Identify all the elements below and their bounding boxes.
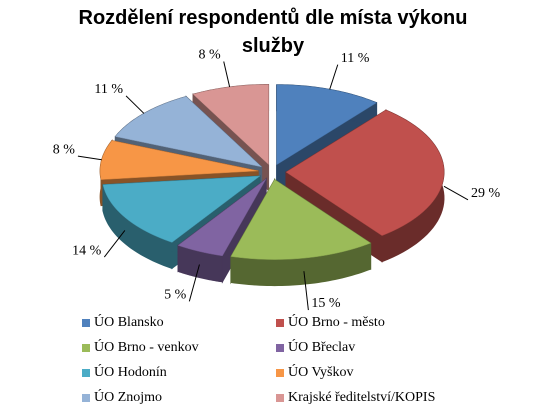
data-label: 8 % xyxy=(53,142,76,157)
data-label: 29 % xyxy=(471,186,501,201)
slice xyxy=(114,96,263,168)
leader-line xyxy=(303,271,309,311)
legend-swatch xyxy=(82,344,90,352)
legend-swatch xyxy=(82,319,90,327)
legend-label: ÚO Brno - venkov xyxy=(94,338,199,355)
legend-swatch xyxy=(276,394,284,402)
legend-swatch xyxy=(82,394,90,402)
legend-label: ÚO Brno - město xyxy=(288,313,385,330)
legend-swatch xyxy=(276,319,284,327)
data-label: 5 % xyxy=(164,288,187,303)
legend-label: ÚO Břeclav xyxy=(288,338,355,355)
legend-label: ÚO Znojmo xyxy=(94,388,162,405)
data-label: 8 % xyxy=(199,48,222,63)
slice xyxy=(102,175,261,243)
legend-label: Krajské ředitelství/KOPIS xyxy=(288,390,435,405)
legend-label: ÚO Hodonín xyxy=(94,363,167,380)
leader-line xyxy=(188,264,200,302)
slice xyxy=(177,178,267,257)
legend-swatch xyxy=(276,369,284,377)
leader-line xyxy=(125,95,145,114)
slice xyxy=(230,177,372,287)
data-label: 14 % xyxy=(72,243,102,258)
slice xyxy=(177,177,267,284)
legend-label: ÚO Vyškov xyxy=(288,363,353,380)
legend-swatch xyxy=(82,369,90,377)
data-label: 11 % xyxy=(341,51,370,66)
data-label: 15 % xyxy=(311,296,341,311)
leader-line xyxy=(329,64,339,90)
slice xyxy=(285,109,445,236)
leader-line xyxy=(223,61,231,88)
leader-line xyxy=(443,185,469,201)
legend-label: ÚO Blansko xyxy=(94,313,164,330)
chart-title: Rozdělení respondentů dle místa výkonu s… xyxy=(78,7,468,57)
data-label: 11 % xyxy=(94,82,123,97)
leader-line xyxy=(103,230,126,258)
slice xyxy=(230,179,372,260)
leader-line xyxy=(77,155,102,161)
legend-swatch xyxy=(276,344,284,352)
slice xyxy=(192,84,269,166)
